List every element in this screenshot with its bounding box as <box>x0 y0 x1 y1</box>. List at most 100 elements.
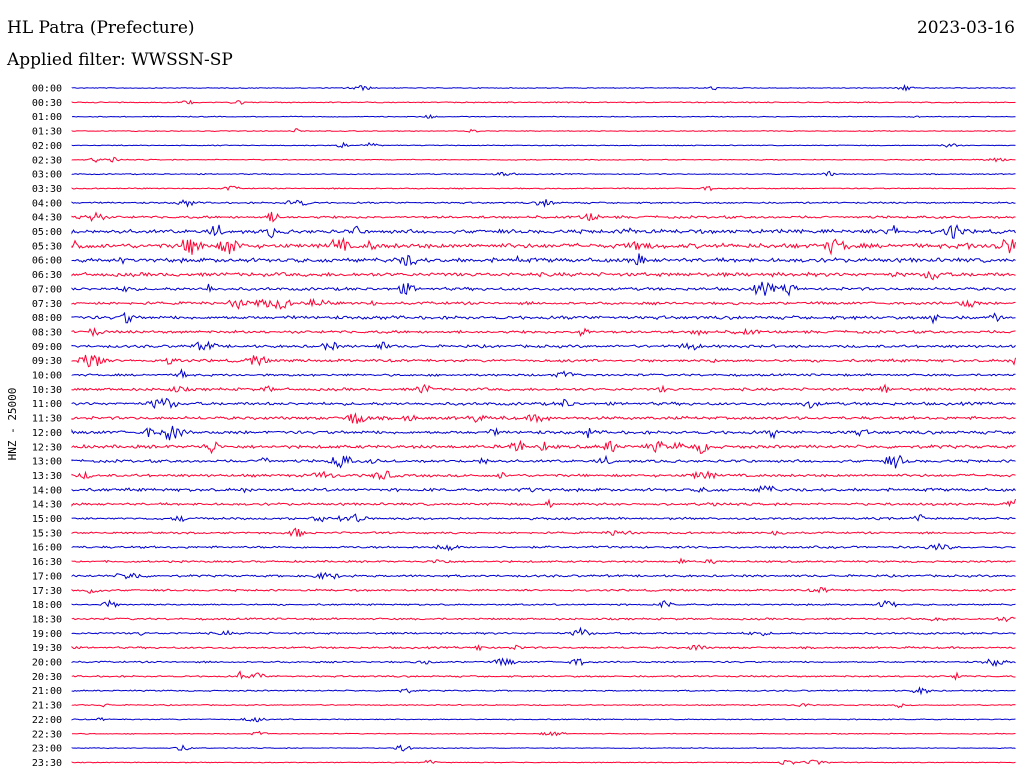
trace-line <box>71 236 1016 256</box>
trace-line <box>71 84 1016 92</box>
trace-line <box>71 224 1016 239</box>
trace-line <box>71 113 1016 119</box>
trace-line <box>71 439 1016 455</box>
tick-label: 00:00 <box>32 84 62 95</box>
tick-label: 09:00 <box>32 342 62 353</box>
trace-line <box>71 527 1016 537</box>
tick-label: 21:00 <box>32 686 62 697</box>
trace-line <box>71 185 1016 192</box>
trace-line <box>71 99 1016 105</box>
trace-line <box>71 470 1016 481</box>
date-label: 2023-03-16 <box>916 18 1015 38</box>
trace-line <box>71 686 1016 696</box>
tick-label: 12:30 <box>32 442 62 453</box>
tick-label: 06:30 <box>32 270 62 281</box>
trace-line <box>71 454 1016 469</box>
trace-line <box>71 211 1016 223</box>
trace-line <box>71 744 1016 752</box>
tick-label: 22:30 <box>32 729 62 740</box>
trace-line <box>71 513 1016 523</box>
trace-line <box>71 616 1016 623</box>
tick-label: 03:00 <box>32 170 62 181</box>
tick-label: 07:00 <box>32 284 62 295</box>
trace-line <box>71 354 1016 368</box>
tick-label: 23:30 <box>32 758 62 769</box>
trace-line <box>71 281 1016 297</box>
tick-label: 17:30 <box>32 586 62 597</box>
tick-label: 19:00 <box>32 629 62 640</box>
tick-label: 15:30 <box>32 528 62 539</box>
tick-label: 02:00 <box>32 141 62 152</box>
trace-line <box>71 587 1016 594</box>
tick-label: 17:00 <box>32 571 62 582</box>
trace-line <box>71 199 1016 208</box>
tick-label: 04:30 <box>32 213 62 224</box>
tick-label: 03:30 <box>32 184 62 195</box>
tick-label: 20:00 <box>32 658 62 669</box>
tick-label: 14:30 <box>32 500 62 511</box>
trace-line <box>71 297 1016 310</box>
trace-line <box>71 170 1016 177</box>
tick-label: 19:30 <box>32 643 62 654</box>
tick-label: 15:00 <box>32 514 62 525</box>
station-title: HL Patra (Prefecture) <box>7 18 195 38</box>
trace-line <box>71 557 1016 565</box>
tick-label: 11:30 <box>32 414 62 425</box>
tick-label: 04:00 <box>32 198 62 209</box>
trace-line <box>71 644 1016 652</box>
trace-line <box>71 397 1016 410</box>
tick-label: 21:30 <box>32 701 62 712</box>
tick-label: 23:00 <box>32 744 62 755</box>
trace-line <box>71 368 1016 379</box>
trace-line <box>71 270 1016 281</box>
tick-label: 05:30 <box>32 241 62 252</box>
trace-line <box>71 759 1016 766</box>
tick-label: 13:00 <box>32 457 62 468</box>
tick-label: 14:00 <box>32 485 62 496</box>
tick-label: 08:30 <box>32 327 62 338</box>
trace-line <box>71 383 1016 394</box>
tick-label: 16:30 <box>32 557 62 568</box>
trace-line <box>71 311 1016 325</box>
tick-label: 12:00 <box>32 428 62 439</box>
tick-label: 11:00 <box>32 399 62 410</box>
trace-line <box>71 599 1016 609</box>
seismic-traces <box>71 84 1016 766</box>
trace-line <box>71 498 1016 509</box>
tick-label: 10:30 <box>32 385 62 396</box>
trace-line <box>71 703 1016 709</box>
tick-label: 18:00 <box>32 600 62 611</box>
tick-label: 18:30 <box>32 614 62 625</box>
y-axis-label: HNZ - 25000 <box>6 388 19 461</box>
time-tick-labels: 00:00 00:30 01:00 01:30 02:00 02:30 03:00 03:30… <box>32 84 62 769</box>
trace-line <box>71 327 1016 338</box>
tick-label: 16:00 <box>32 543 62 554</box>
tick-label: 20:30 <box>32 672 62 683</box>
tick-label: 06:00 <box>32 256 62 267</box>
trace-line <box>71 670 1016 681</box>
tick-label: 01:00 <box>32 112 62 123</box>
filter-label: Applied filter: WWSSN-SP <box>7 50 233 70</box>
trace-line <box>71 485 1016 494</box>
trace-line <box>71 340 1016 352</box>
tick-label: 01:30 <box>32 127 62 138</box>
tick-label: 13:30 <box>32 471 62 482</box>
trace-line <box>71 571 1016 581</box>
trace-line <box>71 412 1016 424</box>
tick-label: 05:00 <box>32 227 62 238</box>
tick-label: 08:00 <box>32 313 62 324</box>
tick-label: 10:00 <box>32 371 62 382</box>
trace-line <box>71 425 1016 441</box>
trace-line <box>71 253 1016 266</box>
tick-label: 09:30 <box>32 356 62 367</box>
trace-line <box>71 156 1016 163</box>
trace-line <box>71 141 1016 149</box>
tick-label: 02:30 <box>32 155 62 166</box>
trace-line <box>71 716 1016 723</box>
trace-line <box>71 542 1016 552</box>
trace-line <box>71 128 1016 133</box>
y-axis-label-text: HNZ - 25000 <box>6 388 19 461</box>
tick-label: 22:00 <box>32 715 62 726</box>
trace-line <box>71 730 1016 737</box>
